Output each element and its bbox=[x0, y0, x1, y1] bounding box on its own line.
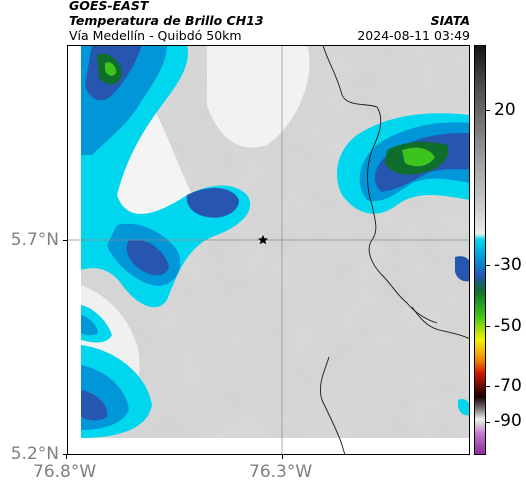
cloud-coldest-region bbox=[81, 390, 108, 421]
lat-label: 5.7°N bbox=[10, 230, 59, 250]
colorbar-label: -30 bbox=[494, 255, 522, 275]
colorbar bbox=[474, 45, 486, 455]
colorbar-tick bbox=[486, 422, 490, 423]
colorbar-label: -50 bbox=[494, 316, 522, 336]
lon-label: 76.3°W bbox=[249, 462, 313, 482]
colorbar-tick bbox=[486, 386, 490, 387]
colorbar-label: -90 bbox=[494, 411, 522, 431]
cloud-coldest-region bbox=[186, 188, 239, 218]
department-boundary bbox=[319, 356, 346, 455]
lon-label: 76.8°W bbox=[33, 462, 97, 482]
department-boundary bbox=[411, 306, 470, 340]
lon-tick bbox=[282, 455, 283, 459]
star-marker bbox=[258, 235, 268, 245]
cloud-colder-region bbox=[81, 315, 98, 336]
cloud-cold-region bbox=[458, 399, 470, 416]
colorbar-label: -70 bbox=[494, 376, 522, 396]
org-label: SIATA bbox=[430, 13, 470, 28]
warm-area bbox=[207, 45, 310, 148]
lat-label: 5.2°N bbox=[10, 444, 59, 464]
colorbar-tick bbox=[486, 265, 490, 266]
cloud-coldest-region bbox=[455, 256, 470, 282]
colorbar-tick bbox=[486, 110, 490, 111]
product-title: GOES-EAST bbox=[69, 0, 149, 13]
map-image bbox=[67, 45, 470, 455]
cloud-coldest-region bbox=[126, 239, 169, 276]
lon-tick bbox=[66, 455, 67, 459]
department-boundary bbox=[322, 45, 438, 324]
colorbar-tick bbox=[486, 326, 490, 327]
satellite-map[interactable] bbox=[67, 45, 470, 455]
subtitle: Vía Medellín - Quibdó 50km bbox=[69, 28, 242, 43]
datetime-label: 2024-08-11 03:49 bbox=[357, 28, 470, 43]
chart-title: Temperatura de Brillo CH13 bbox=[69, 13, 264, 28]
cloud-very-cold-core bbox=[105, 62, 117, 76]
colorbar-label: 20 bbox=[494, 100, 516, 120]
lat-tick bbox=[63, 240, 67, 241]
cloud-very-cold-core bbox=[402, 147, 435, 167]
lat-tick bbox=[63, 454, 67, 455]
